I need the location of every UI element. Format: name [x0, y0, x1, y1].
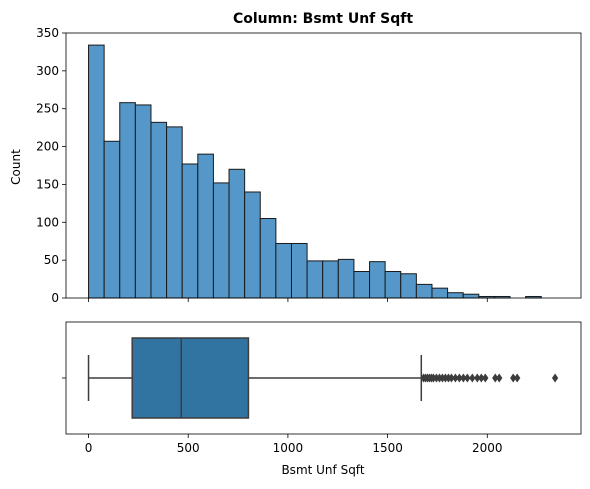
histogram-bar — [447, 292, 464, 299]
outlier-point — [474, 373, 481, 383]
histogram-bar — [166, 126, 183, 299]
histogram-bar — [103, 140, 121, 299]
outlier-point — [492, 373, 499, 383]
x-tick-label: 500 — [177, 441, 200, 455]
boxplot-x-axis-label: Bsmt Unf Sqft — [281, 463, 364, 477]
histogram-bar — [322, 260, 339, 299]
y-tick-label: 0 — [51, 291, 59, 305]
histogram-bar — [290, 242, 308, 299]
x-tick-label: 1000 — [273, 441, 304, 455]
histogram-bar — [88, 44, 105, 299]
histogram-bar — [197, 153, 214, 299]
histogram-bar — [244, 191, 261, 299]
boxplot-frame — [65, 321, 582, 435]
y-tick-label: 300 — [36, 64, 59, 78]
histogram-bar — [228, 168, 246, 299]
boxplot-panel: 0 500 1000 1500 2000 Bsmt Unf Sqft — [62, 321, 582, 477]
histogram-bar — [462, 293, 480, 299]
histogram-bar — [369, 261, 386, 299]
y-tick-label: 100 — [36, 215, 59, 229]
outlier-point — [448, 373, 455, 383]
histogram-bar — [259, 218, 277, 299]
histogram-bar — [400, 273, 417, 299]
outlier-point — [452, 373, 459, 383]
outlier-point — [478, 373, 485, 383]
boxplot-marks — [87, 337, 559, 419]
x-tick-label: 1500 — [372, 441, 403, 455]
x-tick-label: 2000 — [472, 441, 503, 455]
histogram-y-axis-label: Count — [9, 149, 23, 185]
histogram-frame — [65, 32, 582, 299]
outlier-point — [460, 373, 467, 383]
histogram-bar — [275, 242, 292, 299]
outlier-point — [510, 373, 517, 383]
y-tick-label: 50 — [44, 253, 59, 267]
interquartile-box — [131, 337, 250, 419]
histogram-bar — [431, 287, 449, 299]
histogram-bar — [415, 283, 433, 299]
outlier-point — [456, 373, 463, 383]
histogram-bar — [353, 271, 371, 299]
histogram-y-ticks: 0 50 100 150 200 250 300 350 — [36, 26, 66, 305]
outlier-point — [464, 373, 471, 383]
histogram-bar — [150, 121, 168, 299]
y-tick-label: 150 — [36, 177, 59, 191]
histogram-panel: Column: Bsmt Unf Sqft Count 0 50 100 150 200… — [9, 11, 582, 305]
x-tick-label: 0 — [85, 441, 93, 455]
y-tick-label: 200 — [36, 140, 59, 154]
outlier-point — [469, 373, 476, 383]
y-tick-label: 350 — [36, 26, 59, 40]
outlier-point — [551, 373, 559, 383]
chart-title: Column: Bsmt Unf Sqft — [233, 11, 413, 27]
outlier-point — [482, 373, 489, 383]
y-tick-label: 250 — [36, 102, 59, 116]
histogram-bar — [181, 163, 199, 299]
histogram-bar — [212, 182, 230, 299]
histogram-bars — [88, 44, 542, 299]
histogram-bar — [384, 271, 402, 299]
outlier-point — [514, 373, 521, 383]
boxplot-x-ticks: 0 500 1000 1500 2000 — [85, 434, 503, 455]
outlier-point — [496, 373, 503, 383]
histogram-bar — [119, 102, 136, 299]
histogram-bar — [134, 104, 152, 299]
histogram-bar — [337, 258, 355, 299]
histogram-bar — [306, 260, 324, 299]
histogram-x-ticks — [88, 298, 488, 302]
